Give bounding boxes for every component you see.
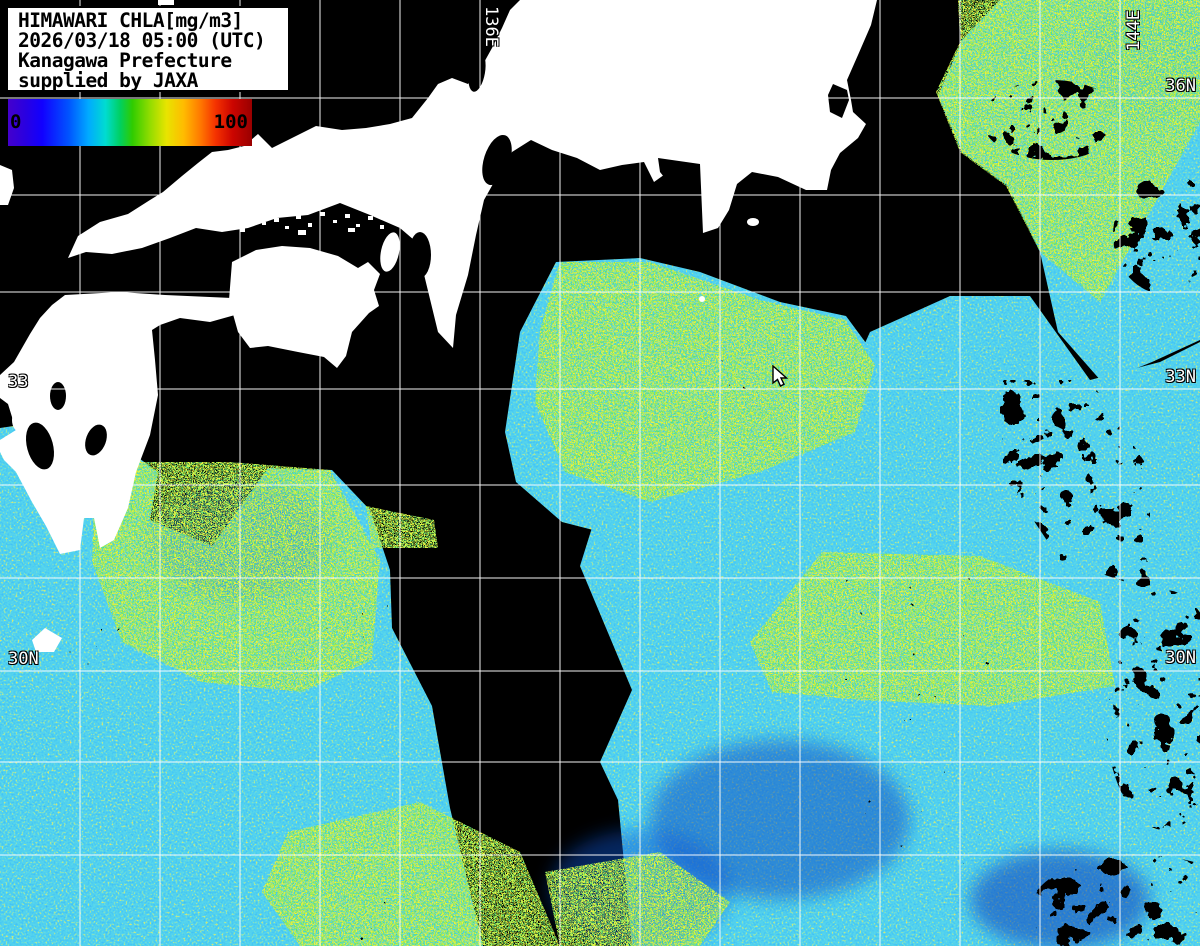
land-kyushu [0,292,235,554]
ariake-sea [25,422,55,470]
ise-bay [482,134,512,186]
land-oshima [747,218,759,226]
land-layer [0,0,877,652]
lat-label-right-33n: 33N [1165,367,1196,387]
tokyo-bay [828,84,849,118]
land-awaji [380,232,400,272]
kyushu-inlet [85,424,107,456]
page-title: HIMAWARI CHLA[mg/m3] [18,9,243,32]
mouse-cursor-icon [772,365,789,387]
yatsushiro-sea [50,382,66,410]
data-source: supplied by JAXA [18,69,198,92]
lake-biwa [468,52,486,92]
land-sadamisaki [168,300,238,318]
land-honshu [68,0,877,348]
land-islet [699,296,705,302]
lat-label-left-30n: 30N [8,649,39,669]
timestamp: 2026/03/18 05:00 (UTC) [18,29,266,52]
land-oki [158,0,174,5]
land-koshikijima [32,628,62,652]
bay-layer [25,52,849,470]
lon-label-136e: 136E [481,6,501,47]
lat-label-left-33: 33 [8,372,29,392]
title-box: HIMAWARI CHLA[mg/m3] 2026/03/18 05:00 (U… [6,6,290,92]
region-name: Kanagawa Prefecture [18,49,232,72]
lat-label-right-36n: 36N [1165,76,1196,96]
land-shikoku [229,246,380,368]
colorbar: 0 100 [8,99,252,146]
lat-label-right-30n: 30N [1165,648,1196,668]
osaka-bay [409,232,431,278]
lon-label-144e: 144E [1124,10,1144,52]
land-seto-islands [240,212,384,235]
colorbar-max-label: 100 [213,111,248,133]
colorbar-min-label: 0 [10,111,22,133]
land-amakusa2 [4,370,16,390]
land-amakusa [12,408,28,432]
